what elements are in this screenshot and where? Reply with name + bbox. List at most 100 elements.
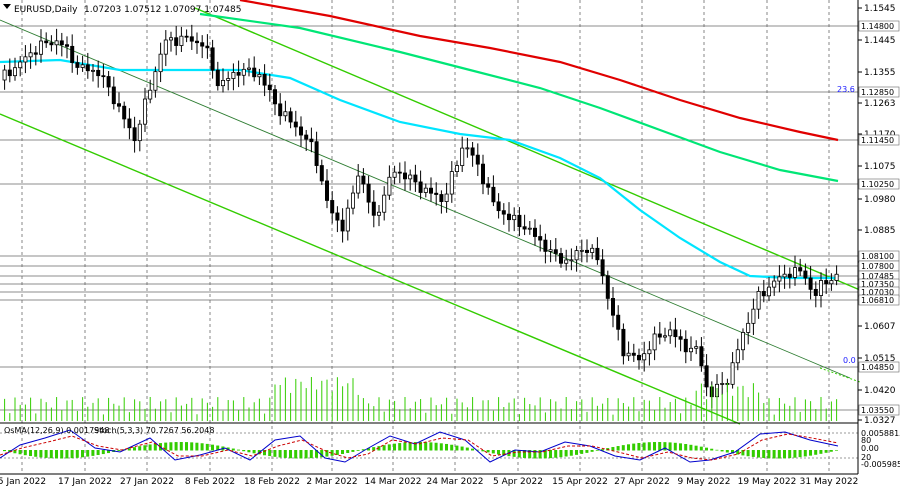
candle-body <box>678 336 683 340</box>
candle-body <box>574 250 579 261</box>
candle-body <box>54 40 59 46</box>
osma-bar <box>419 442 422 451</box>
date-tick-label: 14 Mar 2022 <box>364 477 421 487</box>
osma-bar <box>694 445 698 451</box>
candle-body <box>637 354 642 361</box>
price-tick-label: 1.1355 <box>864 68 896 78</box>
candle-body <box>127 118 132 129</box>
candle-body <box>18 61 23 69</box>
candle-body <box>376 211 381 216</box>
osma-bar <box>86 450 90 457</box>
candle-body <box>470 147 475 156</box>
collapse-arrow-icon[interactable] <box>3 4 11 9</box>
osma-bar <box>497 450 500 455</box>
fib-23.6-label: 23.6 <box>837 85 855 94</box>
candle-body <box>49 42 54 46</box>
osma-bar <box>814 450 818 455</box>
price-tick-label: 1.1263 <box>864 99 896 109</box>
level-box-label: 1.03550 <box>861 406 894 415</box>
candle-body <box>101 75 106 78</box>
candle-body <box>423 187 428 193</box>
candle-body <box>533 227 538 237</box>
candle-body <box>168 37 173 41</box>
candle-body <box>397 171 402 174</box>
osma-bar <box>75 450 79 458</box>
osma-bar <box>809 450 812 456</box>
candle-body <box>2 69 7 81</box>
osma-bar <box>13 450 17 454</box>
candle-body <box>7 69 12 77</box>
osma-bar <box>315 450 318 458</box>
candle-body <box>158 53 163 73</box>
level-box-label: 1.07350 <box>861 280 894 289</box>
candle-body <box>210 47 215 71</box>
osma-bar <box>60 450 64 459</box>
candle-body <box>111 86 116 105</box>
level-box-label: 1.04850 <box>861 363 894 372</box>
osma-bar <box>445 443 448 451</box>
candle-body <box>142 98 147 125</box>
osma-bar <box>242 450 246 452</box>
candle-body <box>475 154 480 165</box>
candle-body <box>194 40 199 44</box>
date-tick-label: 24 Mar 2022 <box>426 477 483 487</box>
osma-bar <box>133 447 136 451</box>
candle-body <box>600 259 605 277</box>
osma-bar <box>65 450 69 459</box>
candle-body <box>642 353 647 361</box>
candle-body <box>559 253 564 264</box>
osma-bar <box>523 450 526 458</box>
osma-bar <box>283 450 287 458</box>
osma-bar <box>174 442 178 451</box>
candle-body <box>402 172 407 180</box>
candle-body <box>257 74 262 78</box>
candle-body <box>418 181 423 193</box>
candle-body <box>605 275 610 299</box>
candle-body <box>834 273 839 281</box>
osma-bar <box>117 450 121 451</box>
candle-body <box>730 362 735 385</box>
osma-bar <box>512 450 516 457</box>
osma-bar <box>772 450 776 459</box>
osma-bar <box>601 449 604 451</box>
osma-bar <box>169 442 173 451</box>
osma-bar <box>138 446 142 451</box>
osma-bar <box>502 450 506 456</box>
candlesticks[interactable] <box>2 24 839 409</box>
candle-body <box>782 273 787 278</box>
osma-bar <box>231 448 235 451</box>
candle-body <box>595 247 600 261</box>
price-tick-label: 1.0327 <box>864 416 896 426</box>
indicator-panel[interactable]: OsMA(12,26,9) 0.0017948 Stoch(5,3,3) 70.… <box>0 422 858 463</box>
candle-body <box>465 147 470 150</box>
indicator-axis: 0.0058815 80 0.00 20 -0.005985 <box>861 429 900 469</box>
osma-bar <box>705 447 708 451</box>
osma-bar <box>439 443 443 451</box>
chart-header: EURUSD,Daily 1.07203 1.07512 1.07097 1.0… <box>3 4 241 15</box>
osma-bar <box>736 450 740 455</box>
candle-body <box>215 69 220 87</box>
osma-bar <box>689 444 693 451</box>
horizontal-levels <box>0 25 858 411</box>
candle-body <box>434 192 439 195</box>
osma-bar <box>330 450 334 456</box>
candle-body <box>428 187 433 194</box>
candle-body <box>626 352 631 357</box>
osma-bar <box>793 450 797 458</box>
candle-body <box>803 270 808 279</box>
osma-bar <box>216 445 220 451</box>
osma-bar <box>673 442 677 451</box>
candle-body <box>106 76 111 88</box>
osma-bar <box>777 450 781 459</box>
osma-bar <box>741 450 745 456</box>
candle-body <box>569 259 574 262</box>
candle-body <box>356 175 361 194</box>
date-tick-label: 27 Apr 2022 <box>614 477 670 487</box>
osma-bar <box>44 450 48 458</box>
symbol-timeframe: EURUSD,Daily <box>14 5 78 15</box>
candle-body <box>262 74 267 86</box>
osma-bar <box>434 442 438 451</box>
osma-bar <box>715 449 719 451</box>
osma-bar <box>101 450 105 455</box>
